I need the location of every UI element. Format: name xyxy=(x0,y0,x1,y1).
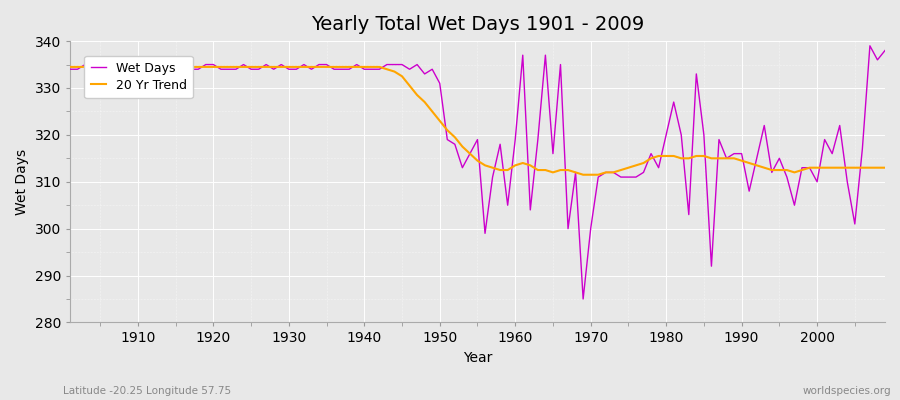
Wet Days xyxy=(337,67,347,72)
20 Yr Trend xyxy=(291,64,302,69)
20 Yr Trend xyxy=(502,168,513,172)
Wet Days xyxy=(502,203,513,208)
Text: worldspecies.org: worldspecies.org xyxy=(803,386,891,396)
20 Yr Trend xyxy=(337,64,347,69)
Wet Days xyxy=(125,67,136,72)
Wet Days xyxy=(291,67,302,72)
Y-axis label: Wet Days: Wet Days xyxy=(15,149,29,215)
Title: Yearly Total Wet Days 1901 - 2009: Yearly Total Wet Days 1901 - 2009 xyxy=(310,15,644,34)
Line: Wet Days: Wet Days xyxy=(70,46,885,299)
20 Yr Trend xyxy=(578,172,589,177)
20 Yr Trend xyxy=(65,64,76,69)
Wet Days xyxy=(608,170,618,175)
Wet Days xyxy=(509,137,520,142)
20 Yr Trend xyxy=(608,170,618,175)
20 Yr Trend xyxy=(125,64,136,69)
X-axis label: Year: Year xyxy=(463,351,492,365)
Text: Latitude -20.25 Longitude 57.75: Latitude -20.25 Longitude 57.75 xyxy=(63,386,231,396)
Wet Days xyxy=(879,48,890,53)
Line: 20 Yr Trend: 20 Yr Trend xyxy=(70,67,885,175)
Legend: Wet Days, 20 Yr Trend: Wet Days, 20 Yr Trend xyxy=(85,56,193,98)
20 Yr Trend xyxy=(509,163,520,168)
20 Yr Trend xyxy=(879,165,890,170)
Wet Days xyxy=(65,67,76,72)
Wet Days xyxy=(578,296,589,301)
Wet Days xyxy=(865,43,876,48)
